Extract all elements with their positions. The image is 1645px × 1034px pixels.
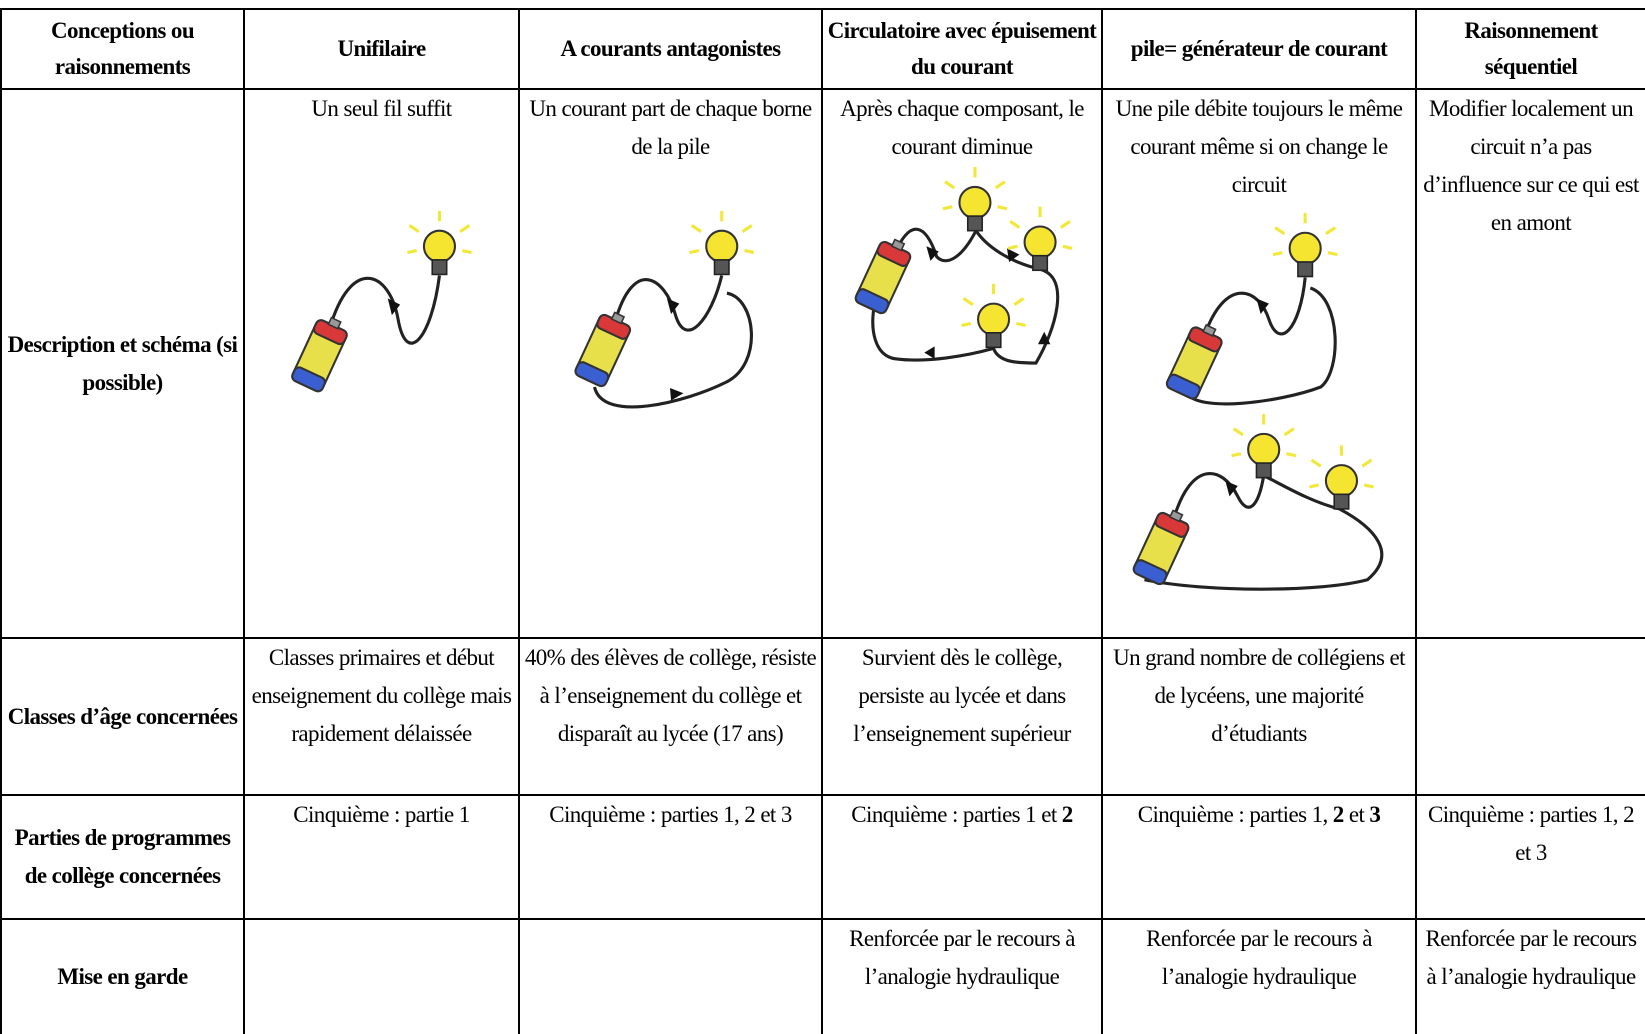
page: Conceptions ou raisonnements Unifilaire … <box>0 8 1645 1034</box>
cell: Un grand nombre de collégiens et de lycé… <box>1101 637 1417 796</box>
cell-text: Après chaque composant, le courant dimin… <box>840 96 1084 159</box>
cell <box>243 918 520 1034</box>
header-cell: Unifilaire <box>243 8 520 90</box>
header-cell: Conceptions ou raisonnements <box>0 8 245 90</box>
row: Mise en garde Renforcée par le recours à… <box>0 918 1645 1034</box>
row-label: Description et schéma (si possible) <box>0 88 245 639</box>
cell: Cinquième : partie 1 <box>243 794 520 920</box>
cell: Modifier localement un circuit n’a pas d… <box>1415 88 1645 639</box>
header-cell: Circulatoire avec épuisement du courant <box>821 8 1103 90</box>
circuit-illustration <box>572 209 756 409</box>
cell: 40% des élèves de collège, résiste à l’e… <box>518 637 823 796</box>
cell: Classes primaires et début enseignement … <box>243 637 520 796</box>
text-run: Cinquième : parties 1, <box>1137 802 1333 827</box>
header-cell: A courants antagonistes <box>518 8 823 90</box>
cell: Renforcée par le recours à l’analogie hy… <box>1415 918 1645 1034</box>
text-run: Cinquième : parties 1 et <box>851 802 1062 827</box>
cell <box>518 918 823 1034</box>
cell: Une pile débite toujours le même courant… <box>1101 88 1417 639</box>
header-cell: pile= générateur de courant <box>1101 8 1417 90</box>
row-label: Parties de programmes de collège concern… <box>0 794 245 920</box>
cell: Après chaque composant, le courant dimin… <box>821 88 1103 639</box>
cell: Cinquième : parties 1, 2 et 3 <box>1101 794 1417 920</box>
cell: Un seul fil suffit <box>243 88 520 639</box>
row-label: Classes d’âge concernées <box>0 637 245 796</box>
conceptions-table: Conceptions ou raisonnements Unifilaire … <box>0 8 1645 1034</box>
cell-text: Un seul fil suffit <box>311 96 452 121</box>
row: Description et schéma (si possible) Un s… <box>0 88 1645 639</box>
cell: Survient dès le collège, persiste au lyc… <box>821 637 1103 796</box>
cell: Cinquième : parties 1 et 2 <box>821 794 1103 920</box>
cell: Un courant part de chaque borne de la pi… <box>518 88 823 639</box>
header-row: Conceptions ou raisonnements Unifilaire … <box>0 8 1645 90</box>
row: Parties de programmes de collège concern… <box>0 794 1645 920</box>
text-run: 2 <box>1061 802 1074 827</box>
cell: Renforcée par le recours à l’analogie hy… <box>821 918 1103 1034</box>
circuit-illustration <box>852 165 1074 365</box>
cell: Cinquième : parties 1, 2 et 3 <box>1415 794 1645 920</box>
cell: Renforcée par le recours à l’analogie hy… <box>1101 918 1417 1034</box>
cell-text: Un courant part de chaque borne de la pi… <box>529 96 812 159</box>
cell-text: Une pile débite toujours le même courant… <box>1115 96 1403 197</box>
text-run: et <box>1343 802 1370 827</box>
cell <box>1415 637 1645 796</box>
text-run: 3 <box>1369 802 1381 827</box>
text-run: 2 <box>1332 802 1345 827</box>
circuit-illustration <box>289 209 474 395</box>
row-label: Mise en garde <box>0 918 245 1034</box>
header-cell: Raisonnement séquentiel <box>1415 8 1645 90</box>
cell: Cinquième : parties 1, 2 et 3 <box>518 794 823 920</box>
row: Classes d’âge concernées Classes primair… <box>0 637 1645 796</box>
